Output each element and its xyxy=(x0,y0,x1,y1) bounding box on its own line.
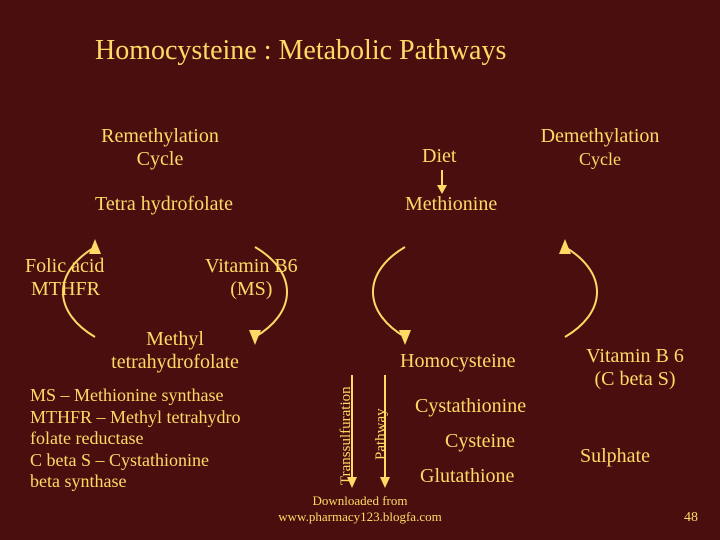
demethylation-line1: Demethylation xyxy=(541,125,660,147)
legend-line4: C beta S – Cystathionine xyxy=(30,450,290,472)
cystathionine-label: Cystathionine xyxy=(415,395,526,418)
demethylation-label: Demethylation Cycle xyxy=(510,125,690,171)
cysteine-label: Cysteine xyxy=(445,430,515,453)
legend-line3: folate reductase xyxy=(30,428,290,450)
legend-box: MS – Methionine synthase MTHFR – Methyl … xyxy=(30,385,290,493)
methyl-thf-label: Methyl tetrahydrofolate xyxy=(85,328,265,374)
sulphate-label: Sulphate xyxy=(580,445,650,468)
diet-label: Diet xyxy=(422,145,456,168)
legend-line2: MTHFR – Methyl tetrahydro xyxy=(30,407,290,429)
page-title: Homocysteine : Metabolic Pathways xyxy=(95,35,506,67)
footer-line1: Downloaded from xyxy=(313,493,408,508)
homocysteine-label: Homocysteine xyxy=(400,350,516,373)
transsulfuration-label: Transsulfuration xyxy=(338,386,355,485)
remethylation-label: Remethylation Cycle xyxy=(90,125,230,171)
vitb6-ms-label: Vitamin B6 (MS) xyxy=(205,255,298,301)
vitb6-cbs-label: Vitamin B 6 (C beta S) xyxy=(570,345,700,391)
legend-line1: MS – Methionine synthase xyxy=(30,385,290,407)
footer: Downloaded from www.pharmacy123.blogfa.c… xyxy=(0,493,720,525)
legend-line5: beta synthase xyxy=(30,471,290,493)
slide-number: 48 xyxy=(684,510,698,526)
folic-acid-label: Folic acid MTHFR xyxy=(25,255,104,301)
demethylation-line2: Cycle xyxy=(579,149,621,169)
footer-line2: www.pharmacy123.blogfa.com xyxy=(278,509,441,524)
mthfr-text: MTHFR xyxy=(31,278,100,300)
remethylation-line1: Remethylation Cycle xyxy=(101,125,219,170)
glutathione-label: Glutathione xyxy=(420,465,514,488)
pathway-label: Pathway xyxy=(373,408,390,460)
folic-acid-text: Folic acid xyxy=(25,255,104,277)
